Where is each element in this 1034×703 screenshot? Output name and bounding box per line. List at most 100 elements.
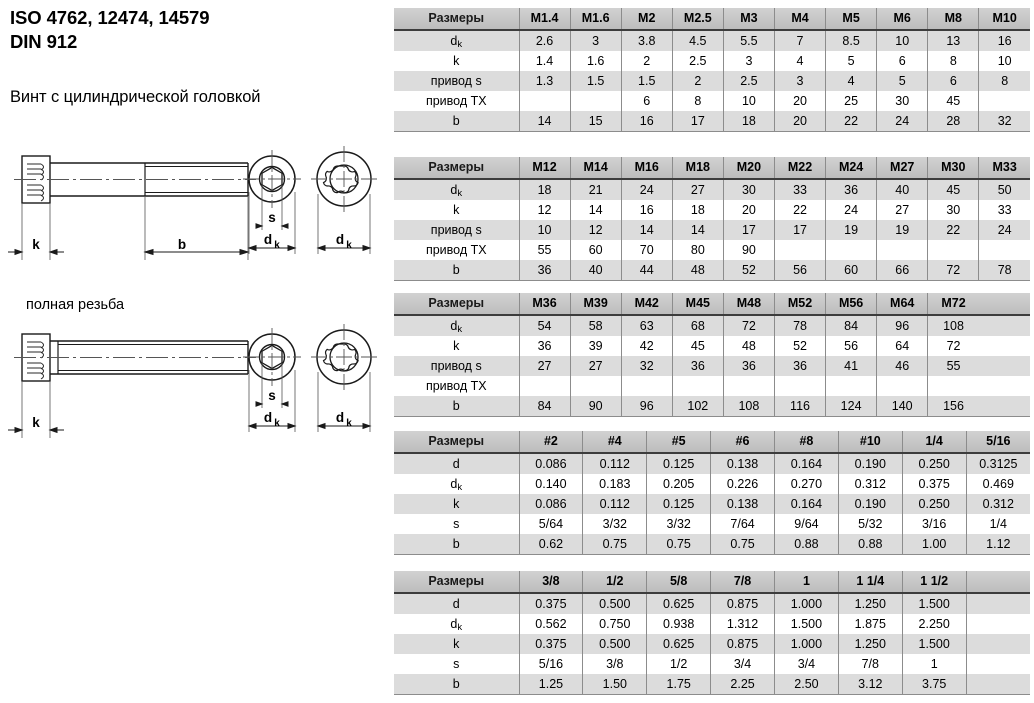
table-cell: 1.250 — [837, 593, 903, 614]
column-header-M39: M39 — [569, 293, 622, 316]
table-row: b 36 40 44 48 52 56 60 66 72 78 — [394, 260, 1030, 281]
table-cell: 0.190 — [837, 494, 903, 514]
table-cell: 27 — [519, 356, 571, 376]
table-cell: 5 — [876, 71, 928, 91]
table-cell: 8 — [671, 91, 724, 111]
dim-label-dk-full: d — [264, 410, 272, 425]
table-cell: 60 — [569, 240, 622, 260]
table-cell: 0.086 — [519, 453, 583, 474]
table-row: привод s 27 27 32 36 36 36 41 46 55 — [394, 356, 1030, 376]
table-cell: 1.75 — [646, 674, 711, 695]
table-cell: 3 — [722, 51, 775, 71]
column-header-M1-4: M1.4 — [519, 8, 571, 31]
table-cell: 0.3125 — [965, 453, 1030, 474]
column-header-M27: M27 — [876, 157, 928, 180]
table-cell: 72 — [927, 260, 979, 281]
table-cell: 20 — [722, 200, 775, 220]
table-cell: 0.500 — [582, 593, 647, 614]
table-cell: 0.312 — [965, 494, 1030, 514]
table-cell: 2.250 — [901, 614, 967, 634]
table-cell: 30 — [927, 200, 979, 220]
table-cell — [569, 91, 622, 111]
table-cell: 0.750 — [582, 614, 647, 634]
table-row: d 0.375 0.500 0.625 0.875 1.000 1.250 1.500 — [394, 593, 1030, 614]
table-header-row: Размеры M36 M39 M42 M45 M48 M52 M56 M64 M72 — [394, 293, 1030, 316]
table-cell: 21 — [569, 179, 622, 200]
table-cell: 0.875 — [710, 593, 775, 614]
table-row: привод ТХ 6 8 10 20 25 30 45 — [394, 91, 1030, 111]
table-header-row: Размеры M1.4 M1.6 M2 M2.5 M3 M4 M5 M6 M8 M10 — [394, 8, 1030, 31]
table-cell: 24 — [620, 179, 673, 200]
table-row: k 36 39 42 45 48 52 56 64 72 — [394, 336, 1030, 356]
column-header-M42: M42 — [620, 293, 673, 316]
dim-label-s-full: s — [268, 388, 276, 403]
table-cell: 19 — [876, 220, 928, 240]
column-header-M5: M5 — [825, 8, 877, 31]
column-header-5-16: 5/16 — [965, 431, 1030, 454]
table-cell: 7/8 — [837, 654, 903, 674]
table-cell: 2.5 — [671, 51, 724, 71]
table-cell: 52 — [722, 260, 775, 281]
table-cell: 124 — [825, 396, 877, 417]
row-label-subscript: k — [457, 324, 463, 336]
table-cell: 0.88 — [837, 534, 903, 555]
table-cell: 10 — [519, 220, 571, 240]
dim-label-k-full: k — [32, 415, 40, 430]
column-header-sizes: Размеры — [394, 8, 520, 31]
table-cell: 1.250 — [837, 634, 903, 654]
table-cell: 0.75 — [646, 534, 711, 555]
table-cell: 0.88 — [774, 534, 839, 555]
table-cell: 1.312 — [710, 614, 775, 634]
table-cell: 3.75 — [901, 674, 967, 695]
column-header-1: 1 — [774, 571, 839, 594]
table-cell: 0.190 — [837, 453, 903, 474]
row-label: b — [394, 534, 520, 555]
table-cell — [620, 376, 673, 396]
table-cell — [876, 376, 928, 396]
row-label: k — [394, 200, 520, 220]
table-header-row: Размеры #2 #4 #5 #6 #8 #10 1/4 5/16 — [394, 431, 1030, 454]
table-header-row: Размеры 3/8 1/2 5/8 7/8 1 1 1/4 1 1/2 — [394, 571, 1030, 594]
table-cell: 50 — [978, 179, 1030, 200]
table-cell: 36 — [722, 356, 775, 376]
table-row: d 0.086 0.112 0.125 0.138 0.164 0.190 0.250 0.31… — [394, 453, 1030, 474]
table-cell: 1.4 — [519, 51, 571, 71]
column-header--8: #8 — [774, 431, 839, 454]
row-label: привод s — [394, 356, 520, 376]
table-cell: 4 — [825, 71, 877, 91]
dim-label-dk-sub: k — [274, 240, 280, 251]
column-header--4: #4 — [582, 431, 647, 454]
table-cell: 40 — [876, 179, 928, 200]
column-header-sizes: Размеры — [394, 571, 520, 594]
table-cell: 0.938 — [646, 614, 711, 634]
table-cell: 14 — [620, 220, 673, 240]
table-cell: 12 — [569, 220, 622, 240]
table-cell: 1.500 — [774, 614, 839, 634]
table-row: b 1.25 1.50 1.75 2.25 2.50 3.12 3.75 — [394, 674, 1030, 695]
table-cell: 30 — [876, 91, 928, 111]
table-row: b 84 90 96 102 108 116 124 140 156 — [394, 396, 1030, 417]
table-cell: 0.140 — [519, 474, 583, 494]
column-header-M10: M10 — [978, 8, 1030, 31]
table-row: привод s 10 12 14 14 17 17 19 19 22 24 — [394, 220, 1030, 240]
spec-table-metric-mid: Размеры M12 M14 M16 M18 M20 M22 M24 M27 M30 M33 dk 1… — [394, 157, 1030, 281]
table-row: dk 54 58 63 68 72 78 84 96 108 — [394, 315, 1030, 336]
table-cell: 1.500 — [901, 634, 967, 654]
table-cell: 156 — [927, 396, 979, 417]
table-cell — [519, 91, 571, 111]
table-cell: 0.375 — [519, 593, 583, 614]
table-cell: 45 — [927, 91, 979, 111]
dim-label-k: k — [32, 237, 40, 252]
table-cell: 18 — [519, 179, 571, 200]
column-header-M3: M3 — [722, 8, 775, 31]
product-subtitle: Винт с цилиндрической головкой — [10, 88, 261, 106]
table-cell — [671, 376, 724, 396]
table-cell-blank — [978, 356, 1030, 376]
table-cell-blank — [965, 593, 1030, 614]
table-cell-blank — [978, 376, 1030, 396]
table-cell: 1.875 — [837, 614, 903, 634]
table-cell — [978, 240, 1030, 260]
row-label: dk — [394, 30, 520, 51]
table-cell: 5 — [825, 51, 877, 71]
table-cell: 36 — [773, 356, 826, 376]
